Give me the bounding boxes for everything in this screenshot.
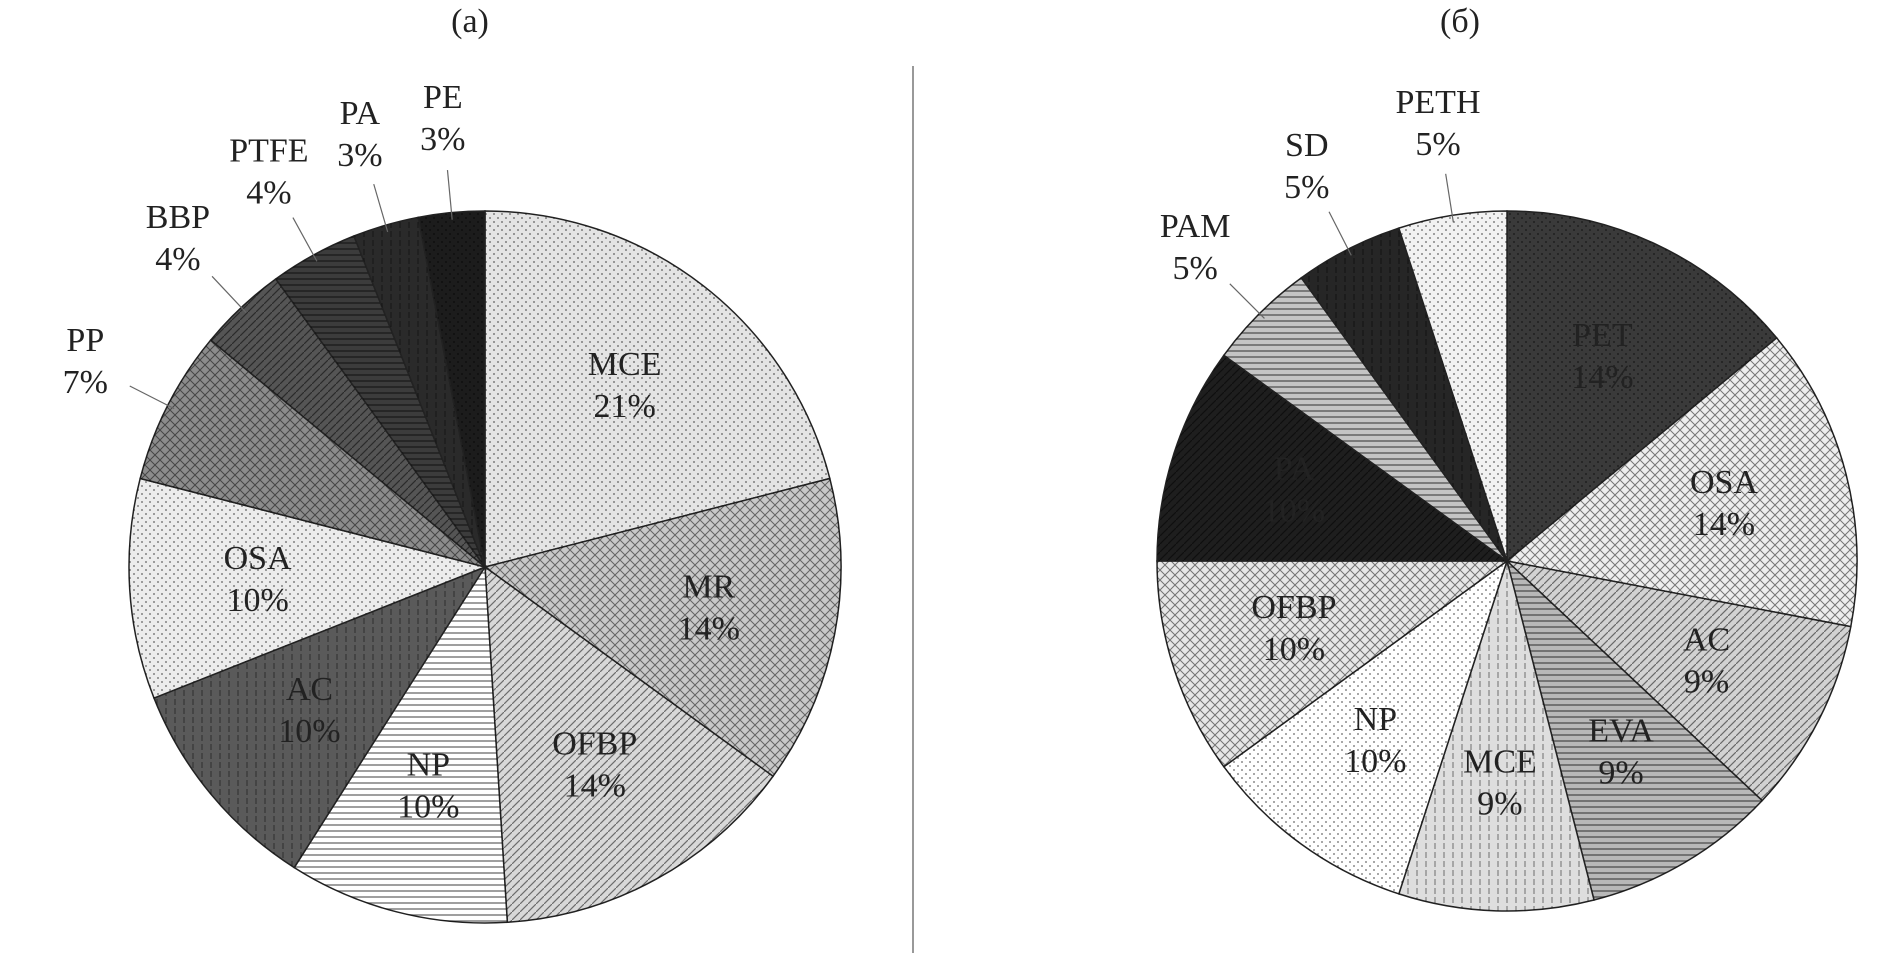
slice-texture bbox=[153, 567, 485, 868]
slice-texture bbox=[485, 478, 842, 777]
slice-texture bbox=[418, 211, 485, 567]
leader-line bbox=[1229, 283, 1265, 319]
value-label: 9% bbox=[1684, 663, 1729, 700]
slice-label: PETH bbox=[1396, 84, 1481, 121]
slice-texture bbox=[128, 478, 485, 699]
value-label: 14% bbox=[1571, 359, 1633, 396]
value-label: 5% bbox=[1284, 169, 1329, 206]
leader-line bbox=[373, 183, 389, 233]
value-label: 10% bbox=[1263, 493, 1325, 530]
slice-texture bbox=[1507, 337, 1857, 627]
value-label: 4% bbox=[246, 175, 291, 212]
slice-label: PA bbox=[340, 95, 381, 132]
slice-texture bbox=[1301, 228, 1507, 561]
slice-label: PA bbox=[1274, 451, 1315, 488]
value-label: 3% bbox=[420, 121, 465, 158]
value-label: 21% bbox=[593, 388, 655, 425]
leader-line bbox=[1328, 211, 1352, 256]
slice-label: PE bbox=[423, 79, 463, 116]
slice-label: OSA bbox=[1690, 464, 1758, 501]
value-label: 10% bbox=[226, 582, 288, 619]
slice-label: EVA bbox=[1588, 713, 1654, 750]
slice-texture bbox=[485, 567, 774, 923]
chart-title: (б) bbox=[1440, 3, 1480, 40]
slice-label: PTFE bbox=[229, 133, 308, 170]
value-label: 9% bbox=[1477, 786, 1522, 823]
slice-label: PAM bbox=[1160, 208, 1231, 245]
leader-line bbox=[1445, 173, 1454, 223]
slice-label: SD bbox=[1285, 127, 1328, 164]
slice-texture bbox=[1223, 277, 1507, 561]
leader-line bbox=[129, 385, 175, 410]
value-label: 14% bbox=[1693, 506, 1755, 543]
slice-texture bbox=[485, 211, 830, 567]
slice-label: MCE bbox=[1463, 744, 1537, 781]
value-label: 14% bbox=[564, 767, 626, 804]
value-label: 5% bbox=[1173, 250, 1218, 287]
slice-label: OFBP bbox=[1251, 589, 1336, 626]
value-label: 10% bbox=[397, 788, 459, 825]
slice-label: MCE bbox=[588, 346, 662, 383]
slice-texture bbox=[140, 340, 485, 567]
slice-label: MR bbox=[682, 568, 735, 605]
slice-texture bbox=[294, 567, 508, 923]
slice-texture bbox=[1157, 561, 1507, 767]
value-label: 10% bbox=[1263, 631, 1325, 668]
slice-label: NP bbox=[407, 746, 450, 783]
leader-line bbox=[446, 169, 453, 220]
slice-texture bbox=[1507, 561, 1851, 801]
leader-line bbox=[211, 275, 247, 314]
chart-title: (a) bbox=[451, 3, 489, 40]
slice-label: AC bbox=[286, 671, 333, 708]
slice-texture bbox=[210, 278, 486, 567]
slice-texture bbox=[1157, 355, 1507, 561]
slice-label: OFBP bbox=[552, 725, 637, 762]
slice-texture bbox=[275, 235, 485, 567]
value-label: 10% bbox=[1344, 743, 1406, 780]
slice-label: OSA bbox=[224, 540, 292, 577]
slice-label: PP bbox=[66, 322, 104, 359]
value-label: 5% bbox=[1415, 126, 1460, 163]
value-label: 7% bbox=[63, 364, 108, 401]
slice-label: PET bbox=[1572, 317, 1633, 354]
slice-texture bbox=[1507, 561, 1763, 901]
leader-line bbox=[292, 217, 318, 262]
value-label: 9% bbox=[1598, 755, 1643, 792]
slice-texture bbox=[1223, 561, 1507, 894]
value-label: 3% bbox=[337, 137, 382, 174]
slice-label: BBP bbox=[146, 199, 210, 236]
slice-label: AC bbox=[1683, 621, 1730, 658]
value-label: 4% bbox=[155, 241, 200, 278]
value-label: 10% bbox=[278, 713, 340, 750]
slice-texture bbox=[353, 217, 485, 568]
slice-texture bbox=[1398, 211, 1507, 561]
slice-label: NP bbox=[1354, 701, 1397, 738]
slice-texture bbox=[1398, 561, 1595, 911]
slice-texture bbox=[1507, 211, 1777, 561]
value-label: 14% bbox=[678, 610, 740, 647]
